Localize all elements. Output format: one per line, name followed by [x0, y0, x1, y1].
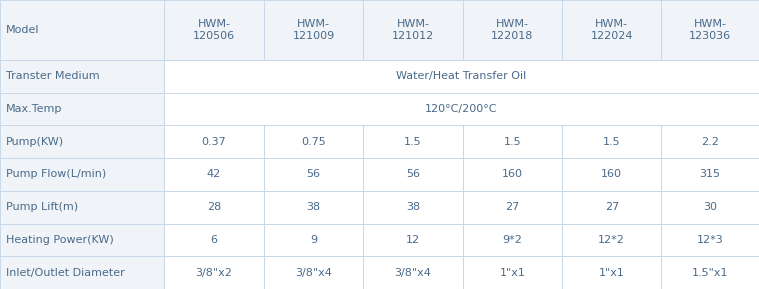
Text: 1.5: 1.5: [603, 137, 621, 147]
Text: 3/8"x4: 3/8"x4: [295, 268, 332, 278]
Text: HWM-
121012: HWM- 121012: [392, 19, 434, 41]
Text: 160: 160: [502, 169, 523, 179]
Text: 1"x1: 1"x1: [599, 268, 625, 278]
Text: 6: 6: [210, 235, 218, 245]
Bar: [662, 0, 759, 60]
Bar: [264, 223, 364, 256]
Text: 9*2: 9*2: [502, 235, 522, 245]
Text: 1.5"x1: 1.5"x1: [691, 268, 729, 278]
Text: Heating Power(KW): Heating Power(KW): [6, 235, 114, 245]
Bar: [364, 0, 463, 60]
Bar: [164, 191, 264, 223]
Text: HWM-
122024: HWM- 122024: [591, 19, 633, 41]
Bar: [164, 256, 264, 289]
Bar: [264, 158, 364, 191]
Bar: [662, 256, 759, 289]
Text: Pump Lift(m): Pump Lift(m): [6, 202, 78, 212]
Text: 160: 160: [601, 169, 622, 179]
Text: 3/8"x2: 3/8"x2: [196, 268, 232, 278]
Bar: [164, 60, 759, 92]
Text: 12*2: 12*2: [598, 235, 625, 245]
Text: 0.37: 0.37: [202, 137, 226, 147]
Bar: [264, 0, 364, 60]
Text: Water/Heat Transfer Oil: Water/Heat Transfer Oil: [396, 71, 527, 81]
Bar: [0, 158, 164, 191]
Bar: [562, 191, 662, 223]
Bar: [0, 60, 164, 92]
Text: Pump(KW): Pump(KW): [6, 137, 65, 147]
Bar: [264, 191, 364, 223]
Bar: [264, 125, 364, 158]
Bar: [364, 223, 463, 256]
Text: 30: 30: [703, 202, 717, 212]
Bar: [0, 191, 164, 223]
Bar: [0, 223, 164, 256]
Text: 38: 38: [307, 202, 320, 212]
Bar: [463, 0, 562, 60]
Bar: [662, 158, 759, 191]
Text: 0.75: 0.75: [301, 137, 326, 147]
Bar: [164, 92, 759, 125]
Bar: [364, 256, 463, 289]
Bar: [463, 191, 562, 223]
Text: 12*3: 12*3: [697, 235, 723, 245]
Text: 38: 38: [406, 202, 420, 212]
Text: 56: 56: [406, 169, 420, 179]
Text: HWM-
123036: HWM- 123036: [689, 19, 731, 41]
Bar: [662, 191, 759, 223]
Text: Inlet/Outlet Diameter: Inlet/Outlet Diameter: [6, 268, 124, 278]
Text: HWM-
120506: HWM- 120506: [193, 19, 235, 41]
Bar: [562, 158, 662, 191]
Bar: [662, 125, 759, 158]
Text: 12: 12: [406, 235, 420, 245]
Text: 9: 9: [310, 235, 317, 245]
Text: 3/8"x4: 3/8"x4: [395, 268, 431, 278]
Text: 56: 56: [307, 169, 320, 179]
Bar: [164, 158, 264, 191]
Text: 27: 27: [605, 202, 619, 212]
Text: 42: 42: [207, 169, 221, 179]
Text: HWM-
122018: HWM- 122018: [491, 19, 534, 41]
Bar: [0, 125, 164, 158]
Bar: [463, 158, 562, 191]
Bar: [164, 223, 264, 256]
Bar: [0, 0, 164, 60]
Bar: [364, 191, 463, 223]
Bar: [364, 158, 463, 191]
Text: 1"x1: 1"x1: [499, 268, 525, 278]
Text: 120°C/200°C: 120°C/200°C: [425, 104, 498, 114]
Text: Model: Model: [6, 25, 39, 35]
Text: 27: 27: [505, 202, 519, 212]
Text: Transter Medium: Transter Medium: [6, 71, 99, 81]
Bar: [364, 125, 463, 158]
Bar: [562, 125, 662, 158]
Bar: [463, 223, 562, 256]
Bar: [662, 223, 759, 256]
Text: 28: 28: [207, 202, 221, 212]
Bar: [0, 256, 164, 289]
Text: 2.2: 2.2: [701, 137, 719, 147]
Bar: [0, 92, 164, 125]
Bar: [562, 0, 662, 60]
Bar: [463, 125, 562, 158]
Text: Max.Temp: Max.Temp: [6, 104, 62, 114]
Bar: [562, 256, 662, 289]
Bar: [164, 125, 264, 158]
Text: 315: 315: [700, 169, 720, 179]
Bar: [264, 256, 364, 289]
Text: 1.5: 1.5: [404, 137, 422, 147]
Bar: [463, 256, 562, 289]
Text: 1.5: 1.5: [503, 137, 521, 147]
Text: Pump Flow(L/min): Pump Flow(L/min): [6, 169, 106, 179]
Bar: [562, 223, 662, 256]
Bar: [164, 0, 264, 60]
Text: HWM-
121009: HWM- 121009: [292, 19, 335, 41]
